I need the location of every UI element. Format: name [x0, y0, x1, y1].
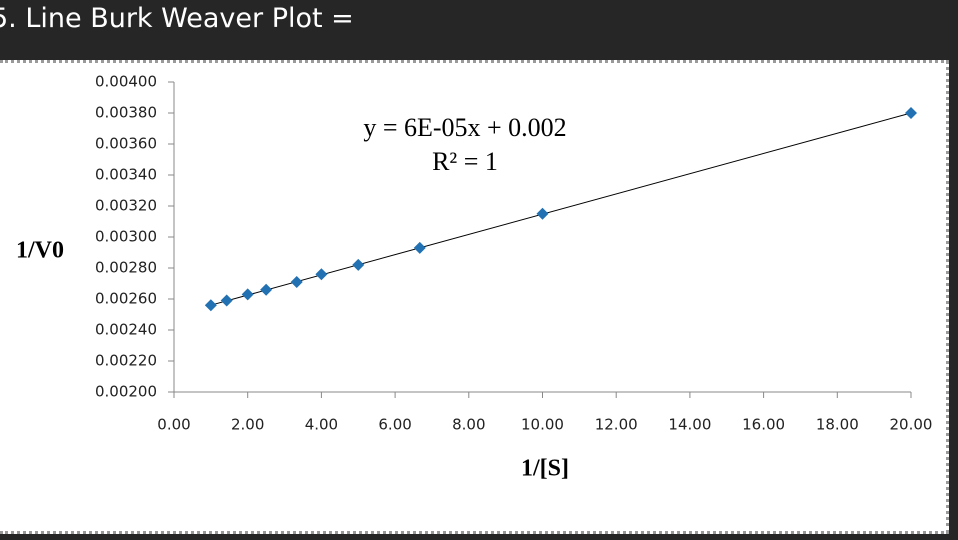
y-tick-label: 0.00240 [95, 321, 157, 339]
x-tick-label: 2.00 [231, 416, 264, 434]
x-tick-label: 16.00 [742, 416, 785, 434]
x-tick-label: 14.00 [668, 416, 711, 434]
x-tick-label: 10.00 [521, 416, 564, 434]
header-title: 5. Line Burk Weaver Plot = [0, 3, 354, 34]
x-tick-label: 4.00 [305, 416, 338, 434]
chart-frame [0, 60, 949, 534]
y-tick-label: 0.00220 [95, 352, 157, 370]
y-tick-label: 0.00400 [95, 73, 157, 91]
x-tick-label: 12.00 [595, 416, 638, 434]
x-tick-label: 6.00 [378, 416, 411, 434]
y-tick-label: 0.00360 [95, 135, 157, 153]
r-squared: R² = 1 [432, 147, 498, 176]
point [290, 275, 303, 288]
y-tick-label: 0.00200 [95, 383, 157, 401]
x-axis-label: 1/[S] [521, 456, 569, 482]
header: 5. Line Burk Weaver Plot = [0, 0, 958, 58]
x-tick-label: 20.00 [890, 416, 933, 434]
point [536, 207, 549, 220]
trendline-equation: y = 6E-05x + 0.002 [363, 113, 566, 142]
y-tick-label: 0.00380 [95, 104, 157, 122]
point [260, 283, 273, 296]
x-tick-label: 0.00 [157, 416, 190, 434]
y-tick-label: 0.00300 [95, 228, 157, 246]
y-tick-label: 0.00320 [95, 197, 157, 215]
point [352, 258, 365, 271]
trendline [210, 112, 912, 306]
x-tick-label: 8.00 [452, 416, 485, 434]
point [905, 107, 917, 119]
point [220, 294, 233, 307]
y-tick-label: 0.00340 [95, 166, 157, 184]
y-tick-label: 0.00260 [95, 290, 157, 308]
point [315, 268, 328, 281]
point [413, 241, 426, 254]
y-tick-label: 0.00280 [95, 259, 157, 277]
point [204, 299, 217, 312]
x-tick-label: 18.00 [816, 416, 859, 434]
y-axis-label: 1/V0 [16, 238, 64, 264]
point [241, 288, 254, 301]
